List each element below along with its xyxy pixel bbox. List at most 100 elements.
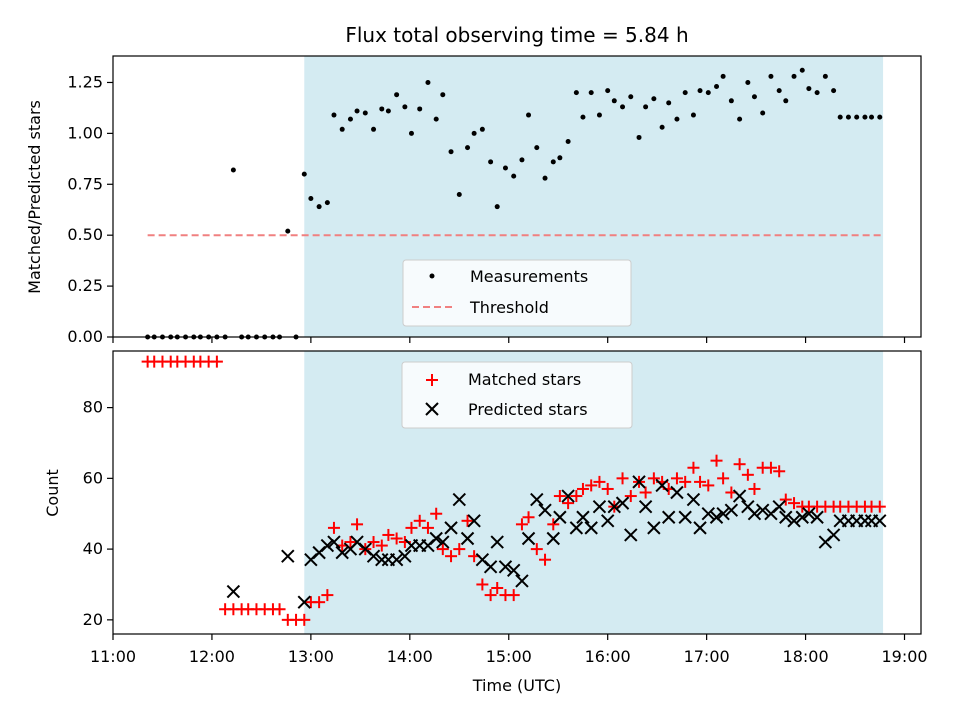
measurement-point [745, 79, 751, 85]
measurement-point [379, 106, 385, 112]
measurement-point [347, 116, 353, 122]
ratio-legend: Measurements Threshold [402, 259, 632, 327]
predicted-star-point [624, 528, 638, 542]
measurement-point [394, 92, 400, 98]
matched-star-point [702, 479, 715, 492]
measurement-point [854, 114, 860, 120]
predicted-star-point [226, 584, 241, 599]
measurement-point [714, 84, 720, 90]
matched-star-point [624, 490, 637, 503]
matched-star-point [741, 468, 754, 481]
predicted-star-point [297, 595, 311, 609]
legend-label-measurements: Measurements [470, 267, 588, 286]
matched-star-point [453, 543, 466, 556]
matched-star-point [779, 493, 792, 506]
predicted-star-point [686, 492, 701, 507]
predicted-star-point [638, 499, 653, 514]
measurement-point [697, 88, 703, 94]
matched-star-point [647, 472, 660, 485]
matched-star-point [764, 461, 777, 474]
predicted-star-point [530, 492, 544, 507]
measurement-point [301, 171, 307, 177]
matched-star-point [351, 518, 364, 531]
ratio-y-ticks: 0.00 0.25 0.50 0.75 1.00 1.25 [67, 72, 113, 346]
measurement-point [417, 106, 423, 112]
measurement-point [465, 145, 471, 151]
measurement-point [511, 173, 517, 179]
measurement-point [666, 100, 672, 106]
predicted-star-point [452, 492, 466, 507]
measurement-point [806, 86, 812, 92]
predicted-star-point [483, 560, 498, 574]
measurement-point [588, 90, 594, 96]
measurement-point [479, 126, 485, 132]
predicted-star-point [592, 499, 607, 514]
predicted-star-point [490, 535, 504, 549]
measurement-point [643, 104, 649, 110]
predicted-star-point [281, 549, 295, 563]
measurement-point [371, 126, 377, 132]
measurement-point [471, 130, 477, 136]
measurement-point [316, 204, 322, 210]
matched-star-point [687, 461, 700, 474]
matched-star-point [461, 514, 474, 527]
y-tick-label: 40 [83, 539, 103, 558]
measurement-point [768, 73, 774, 79]
predicted-star-point [795, 510, 809, 524]
matched-star-point [413, 514, 426, 527]
measurement-point [705, 90, 711, 96]
predicted-star-point [787, 514, 801, 528]
measurement-point [751, 94, 757, 100]
measurement-point [456, 191, 462, 197]
matched-star-point [491, 582, 504, 595]
measurement-point [728, 98, 734, 104]
x-tick-label: 14:00 [387, 647, 433, 666]
predicted-star-point [576, 510, 590, 524]
measurement-point [791, 73, 797, 79]
matched-star-point [733, 458, 746, 471]
legend-box [401, 361, 633, 429]
measurement-point [814, 90, 820, 96]
predicted-star-point [701, 507, 715, 521]
matched-star-point [430, 507, 443, 520]
matched-star-point [670, 472, 683, 485]
predicted-star-point [569, 521, 584, 535]
matched-star-points [141, 355, 886, 626]
matched-star-point [367, 536, 380, 549]
predicted-star-point [546, 531, 560, 546]
matched-star-point [748, 482, 761, 495]
matched-star-point [553, 490, 566, 503]
measurement-point [831, 88, 837, 94]
y-tick-label: 20 [83, 610, 103, 629]
measurement-point [331, 112, 337, 118]
measurement-point [845, 114, 851, 120]
predicted-star-point [802, 507, 816, 521]
measurement-point [720, 73, 726, 79]
legend-marker-matched [426, 374, 438, 386]
predicted-star-point [655, 478, 669, 493]
y-tick-label: 1.25 [67, 72, 103, 91]
measurement-point [862, 114, 868, 120]
measurement-point [308, 196, 314, 202]
matched-star-point [436, 543, 449, 556]
measurement-point [534, 145, 540, 151]
measurement-point [324, 200, 330, 206]
measurement-point [682, 90, 688, 96]
matched-star-point [313, 596, 326, 609]
matched-star-point [405, 521, 418, 534]
matched-star-point [679, 475, 692, 488]
matched-star-point [547, 518, 560, 531]
measurement-point [877, 114, 883, 120]
y-tick-label: 1.00 [67, 123, 103, 142]
measurement-point [285, 228, 291, 234]
measurement-point [433, 116, 439, 122]
predicted-star-point [538, 503, 552, 517]
x-tick-label: 18:00 [783, 647, 829, 666]
predicted-star-point [810, 510, 824, 524]
predicted-star-point [584, 521, 598, 535]
predicted-star-point [506, 563, 521, 578]
measurement-point [690, 112, 696, 118]
measurement-point [620, 104, 626, 110]
matched-star-point [585, 479, 598, 492]
measurement-point [362, 110, 368, 116]
